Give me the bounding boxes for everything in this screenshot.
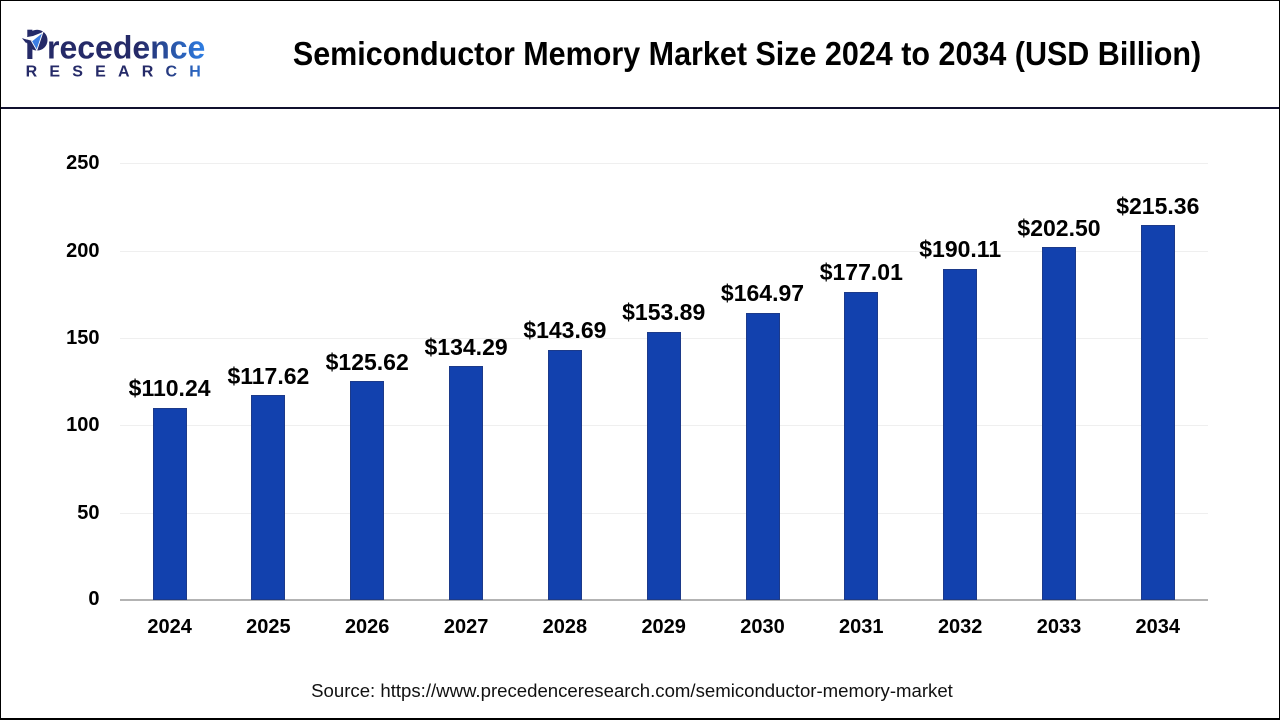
svg-text:RESEARCH: RESEARCH bbox=[26, 64, 213, 80]
svg-text:recedence: recedence bbox=[47, 30, 205, 66]
